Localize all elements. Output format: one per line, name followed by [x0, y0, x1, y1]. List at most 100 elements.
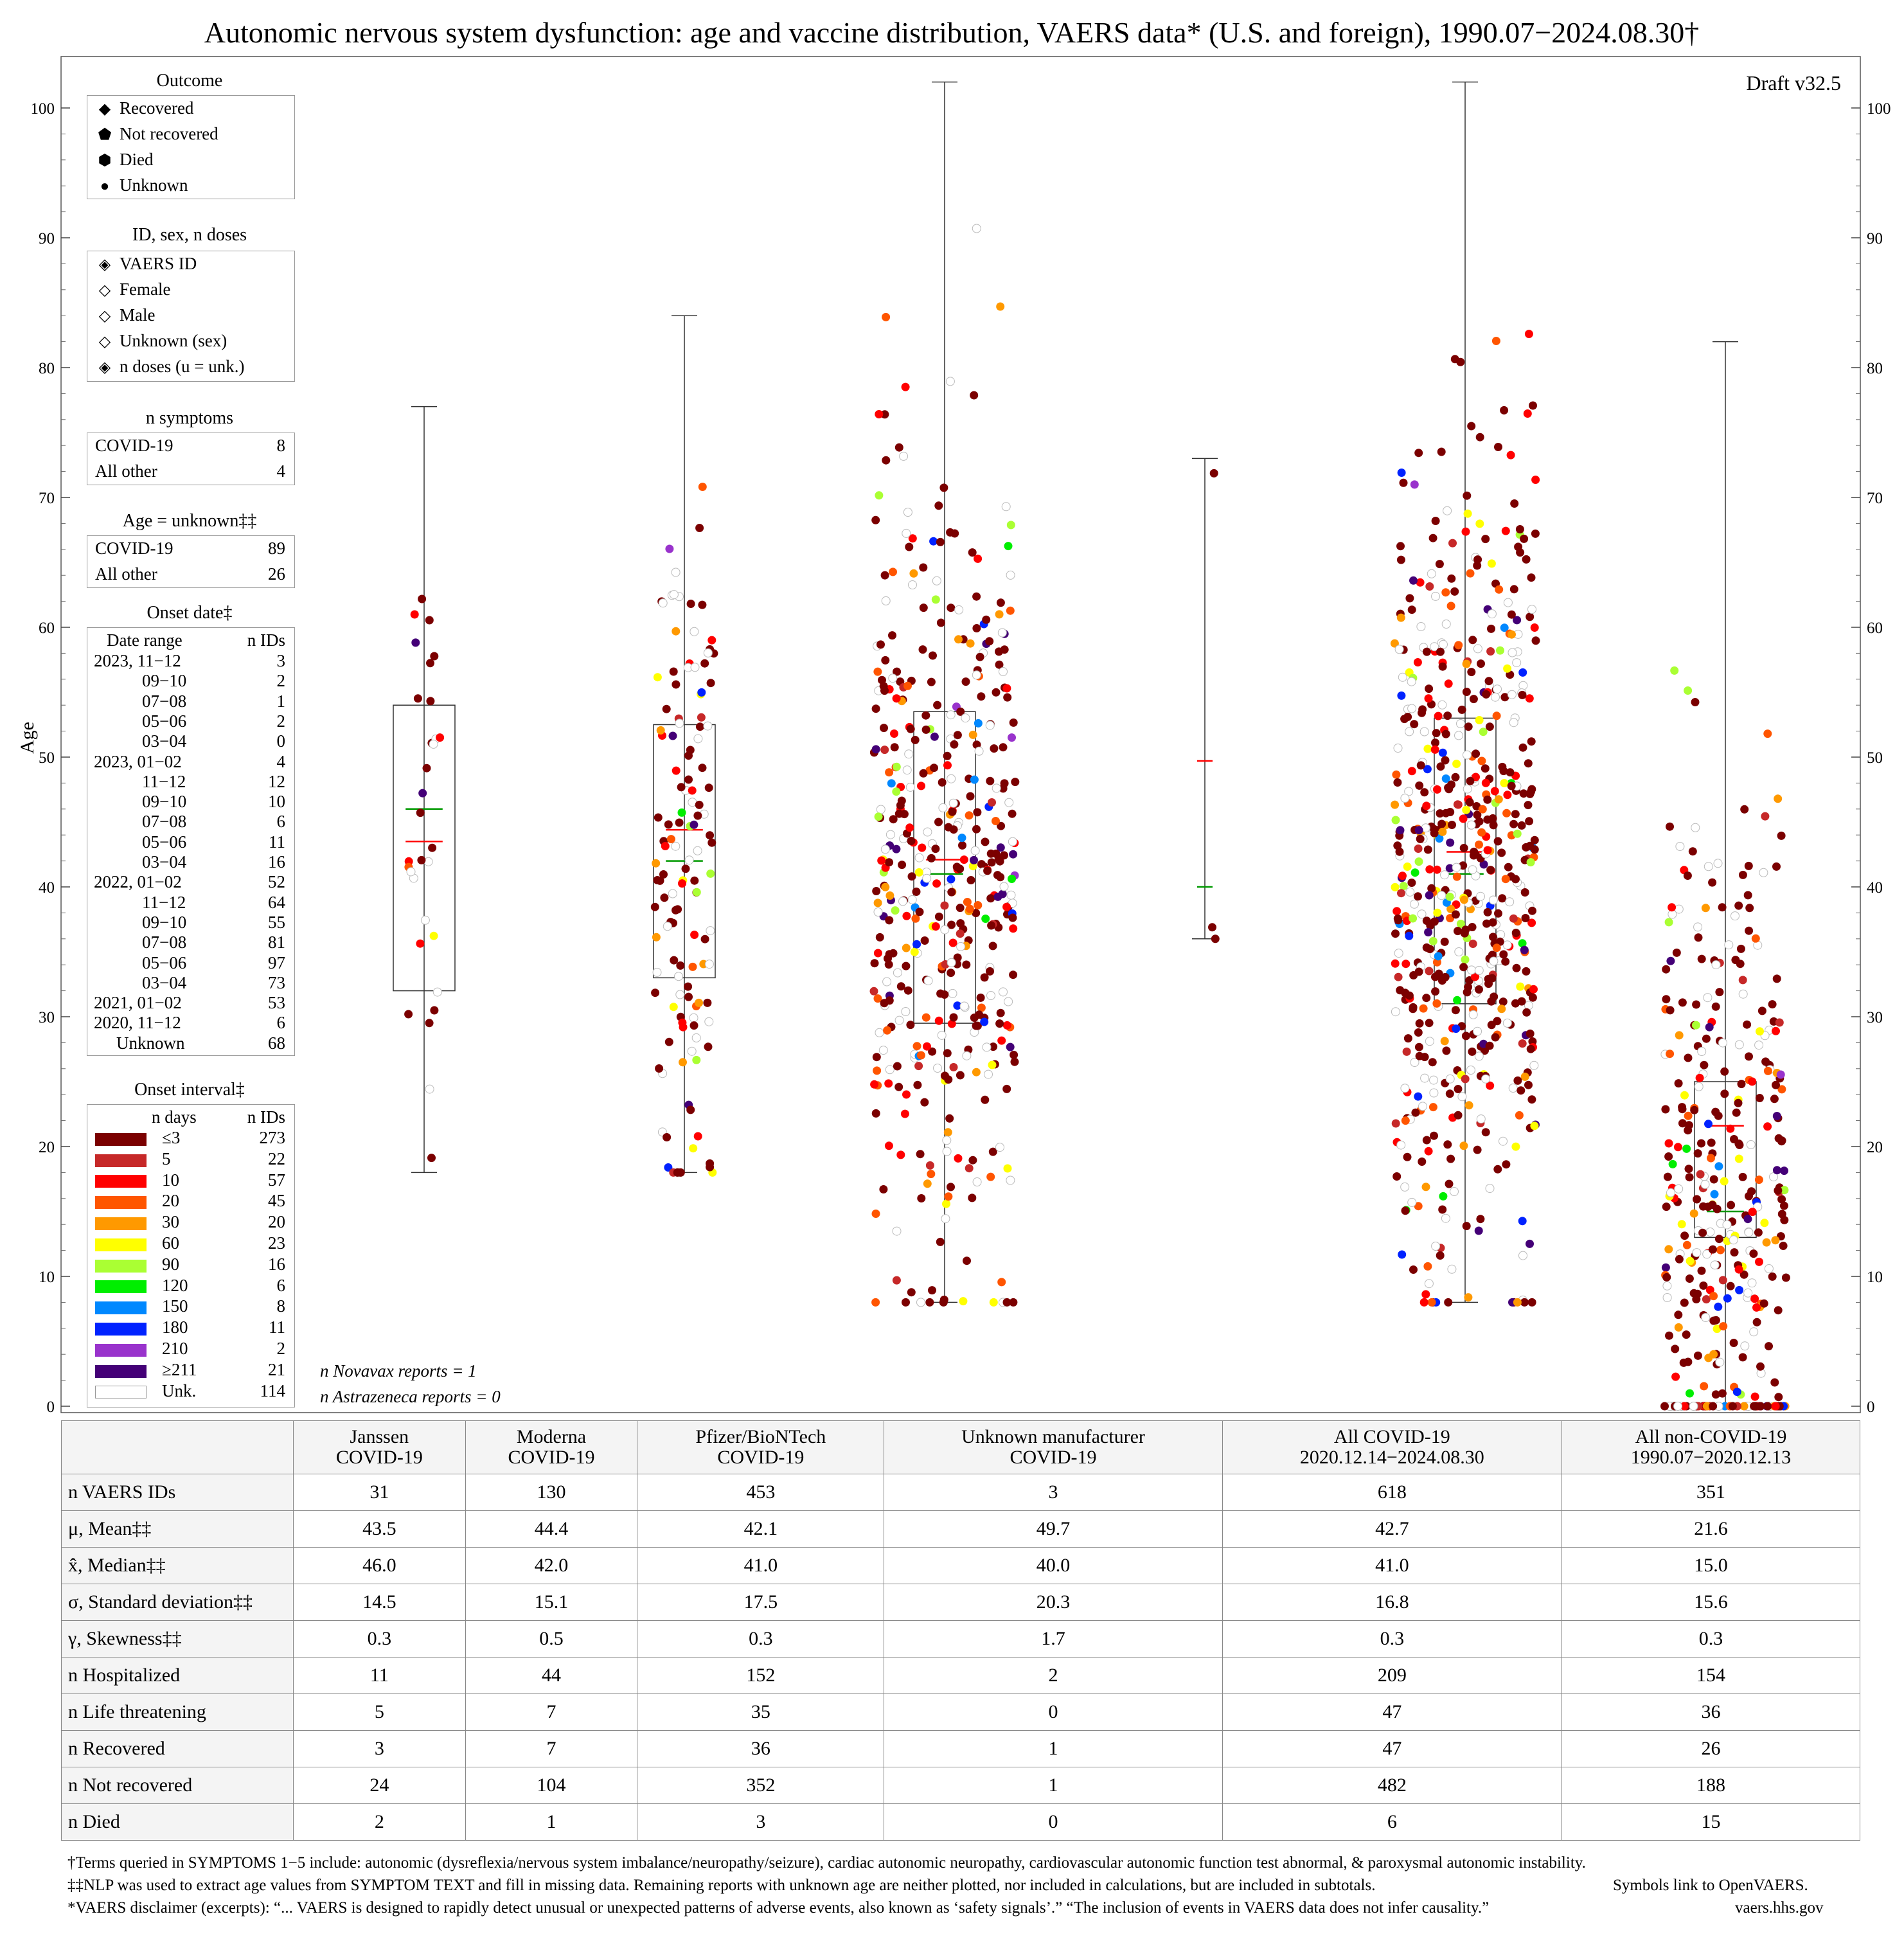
data-point[interactable] [703, 721, 713, 731]
data-point[interactable] [948, 798, 958, 808]
data-point[interactable] [919, 563, 928, 572]
data-point[interactable] [692, 1055, 701, 1064]
data-point[interactable] [944, 1192, 953, 1201]
data-point[interactable] [688, 962, 697, 971]
data-point[interactable] [1004, 798, 1014, 807]
data-point[interactable] [664, 820, 673, 829]
data-point[interactable] [903, 986, 912, 995]
data-point[interactable] [953, 731, 962, 740]
data-point[interactable] [1662, 1202, 1671, 1211]
data-point[interactable] [1666, 1050, 1675, 1059]
data-point[interactable] [1450, 1187, 1459, 1196]
data-point[interactable] [1743, 891, 1752, 900]
data-point[interactable] [914, 1062, 923, 1071]
data-point[interactable] [881, 596, 891, 605]
data-point[interactable] [1475, 716, 1484, 724]
data-point[interactable] [1684, 1111, 1693, 1120]
data-point[interactable] [1500, 623, 1509, 632]
data-point[interactable] [695, 998, 703, 1007]
data-point[interactable] [1780, 1186, 1789, 1195]
data-point[interactable] [684, 992, 693, 1001]
data-point[interactable] [875, 933, 884, 942]
data-point[interactable] [1472, 749, 1481, 758]
data-point[interactable] [945, 377, 955, 386]
data-point[interactable] [1421, 1290, 1430, 1299]
data-point[interactable] [1468, 1010, 1478, 1019]
data-point[interactable] [1489, 956, 1499, 966]
data-point[interactable] [1459, 814, 1468, 823]
data-point[interactable] [1720, 1177, 1729, 1186]
data-point[interactable] [700, 659, 709, 668]
data-point[interactable] [992, 817, 1000, 825]
data-point[interactable] [1738, 1172, 1747, 1181]
data-point[interactable] [1409, 914, 1418, 923]
data-point[interactable] [423, 857, 433, 866]
data-point[interactable] [1774, 1134, 1783, 1143]
data-point[interactable] [933, 701, 942, 710]
data-point[interactable] [1425, 684, 1434, 693]
data-point[interactable] [1702, 1402, 1711, 1411]
data-point[interactable] [1678, 998, 1687, 1007]
data-point[interactable] [695, 524, 704, 532]
data-point[interactable] [1447, 1264, 1457, 1274]
data-point[interactable] [956, 864, 965, 873]
data-point[interactable] [890, 743, 899, 752]
data-point[interactable] [1489, 933, 1497, 942]
data-point[interactable] [1431, 517, 1440, 525]
data-point[interactable] [1464, 1293, 1473, 1302]
data-point[interactable] [953, 1001, 962, 1010]
data-point[interactable] [706, 831, 715, 840]
data-point[interactable] [1404, 787, 1414, 796]
data-point[interactable] [936, 537, 945, 546]
data-point[interactable] [686, 1105, 695, 1114]
data-point[interactable] [1475, 433, 1484, 442]
data-point[interactable] [1772, 1080, 1780, 1089]
data-point[interactable] [1432, 865, 1441, 874]
data-point[interactable] [1414, 844, 1423, 853]
data-point[interactable] [882, 312, 891, 321]
data-point[interactable] [1769, 1172, 1778, 1182]
data-point[interactable] [1723, 1294, 1732, 1303]
data-point[interactable] [1462, 659, 1471, 668]
data-point[interactable] [1664, 1139, 1673, 1148]
data-point[interactable] [873, 994, 882, 1003]
data-point[interactable] [1487, 609, 1497, 619]
data-point[interactable] [1734, 901, 1743, 910]
data-point[interactable] [961, 713, 970, 723]
data-point[interactable] [1438, 662, 1447, 671]
data-point[interactable] [1437, 891, 1446, 900]
data-point[interactable] [1407, 879, 1416, 887]
data-point[interactable] [972, 624, 981, 632]
data-point[interactable] [1463, 509, 1472, 518]
data-point[interactable] [703, 648, 713, 657]
data-point[interactable] [990, 744, 999, 753]
data-point[interactable] [1776, 1070, 1785, 1079]
data-point[interactable] [940, 925, 950, 934]
data-point[interactable] [999, 882, 1009, 891]
data-point[interactable] [988, 1147, 997, 1156]
data-point[interactable] [1006, 570, 1015, 580]
data-point[interactable] [882, 977, 892, 987]
data-point[interactable] [946, 528, 955, 537]
data-point[interactable] [1432, 999, 1441, 1008]
data-point[interactable] [1691, 698, 1700, 706]
data-point[interactable] [1465, 798, 1474, 807]
data-point[interactable] [1423, 765, 1432, 774]
data-point[interactable] [918, 843, 927, 852]
data-point[interactable] [1701, 1313, 1711, 1322]
data-point[interactable] [1704, 862, 1713, 871]
data-point[interactable] [934, 501, 943, 510]
data-point[interactable] [1507, 782, 1516, 791]
data-point[interactable] [898, 861, 907, 870]
data-point[interactable] [1710, 1190, 1719, 1199]
data-point[interactable] [1527, 918, 1536, 927]
data-point[interactable] [1674, 904, 1684, 914]
data-point[interactable] [1508, 1084, 1518, 1093]
data-point[interactable] [1440, 1037, 1449, 1046]
data-point[interactable] [1696, 1170, 1705, 1179]
data-point[interactable] [1527, 1298, 1536, 1307]
data-point[interactable] [672, 766, 681, 775]
data-point[interactable] [889, 949, 898, 958]
data-point[interactable] [1759, 1299, 1768, 1308]
data-point[interactable] [1445, 785, 1454, 794]
